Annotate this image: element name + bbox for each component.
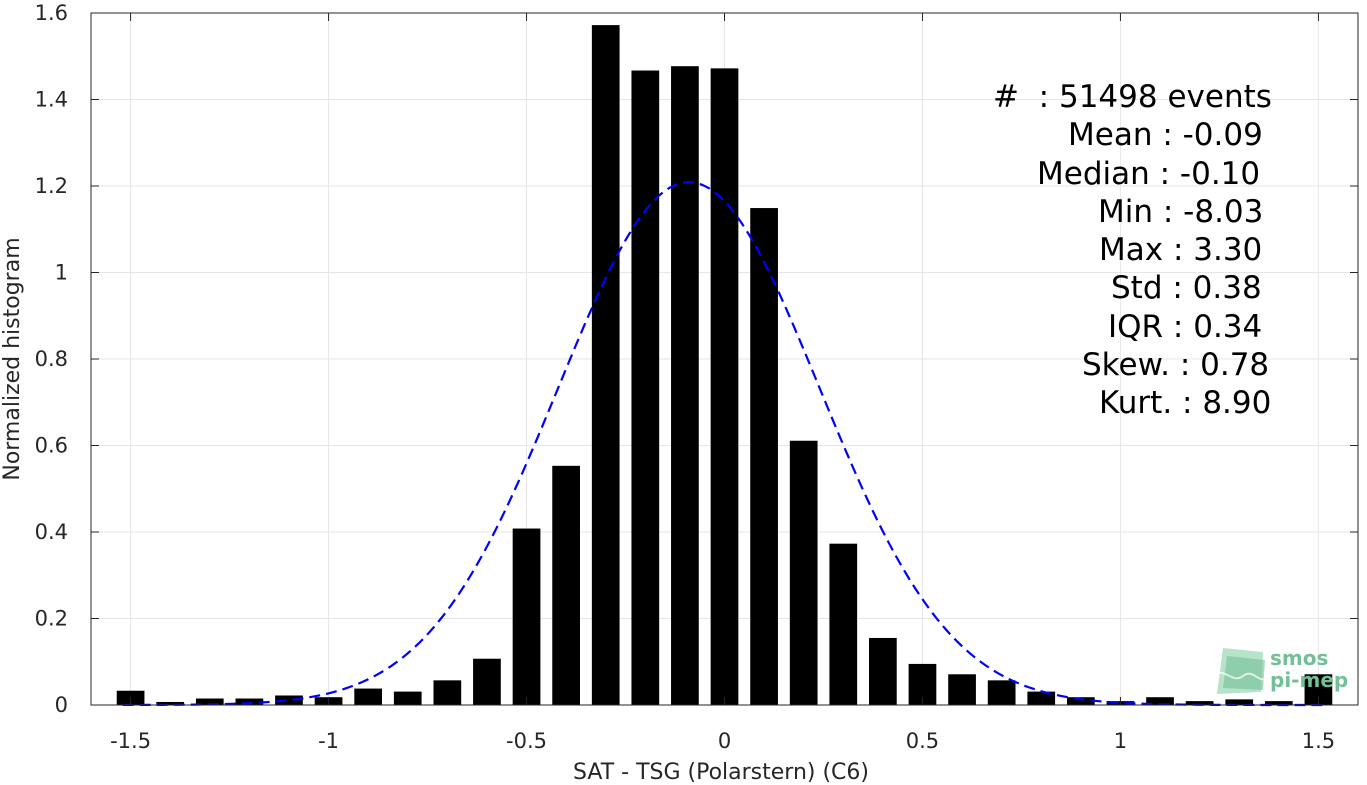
y-tick-label: 0.4 [35, 520, 68, 544]
histogram-bar [1264, 701, 1293, 705]
x-tick-label: 0.5 [906, 729, 939, 753]
histogram-bar [591, 25, 620, 706]
histogram-bar [948, 674, 976, 705]
logo-text-smos: smos [1270, 646, 1329, 670]
histogram-bar [552, 465, 580, 705]
y-axis-ticks: 0 0.2 0.4 0.6 0.8 1 1.2 1.4 1.6 [35, 1, 1358, 717]
histogram-bar [829, 543, 858, 705]
histogram-bar [671, 66, 699, 705]
x-axis-ticks: -1.5 -1 -0.5 0 0.5 1 1.5 [110, 13, 1335, 753]
y-tick-label: 0.8 [35, 347, 68, 371]
x-tick-label: 1.5 [1302, 729, 1335, 753]
y-tick-label: 1.2 [35, 174, 68, 198]
x-tick-label: 0 [718, 729, 731, 753]
y-tick-label: 1.4 [35, 88, 68, 112]
y-tick-label: 1 [55, 261, 68, 285]
histogram-bar [789, 440, 818, 705]
stat-skew: Skew. : 0.78 [1082, 347, 1270, 384]
histogram-bar [1185, 701, 1214, 705]
histogram-bar [354, 688, 383, 705]
stat-count: # : 51498 events [993, 79, 1272, 115]
y-tick-label: 0 [55, 693, 68, 717]
histogram-bar [1027, 691, 1056, 705]
statistics-box: # : 51498 events Mean : -0.09 Median : -… [960, 78, 1280, 423]
histogram-bar [631, 70, 660, 705]
stat-mean: Mean : -0.09 [1068, 117, 1263, 154]
histogram-bar [393, 691, 422, 705]
logo-text-pi-mep: pi-mep [1270, 668, 1349, 692]
histogram-bar [750, 208, 778, 705]
y-tick-label: 0.2 [35, 607, 68, 631]
logo-wave-icon [1214, 648, 1268, 694]
histogram-bar [512, 528, 541, 705]
stat-iqr: IQR : 0.34 [1108, 308, 1263, 345]
stat-kurt: Kurt. : 8.90 [1099, 385, 1272, 422]
gaussian-fit-curve [122, 181, 1327, 707]
x-tick-label: -1.5 [110, 729, 151, 753]
histogram-bar [275, 695, 303, 705]
histogram-bar [987, 680, 1016, 705]
y-tick-label: 0.6 [35, 434, 68, 458]
smos-pi-mep-logo: smos pi-mep [1213, 644, 1353, 700]
histogram-bars [116, 25, 1333, 706]
histogram-bar [1146, 697, 1174, 705]
histogram-bar [1066, 697, 1095, 705]
x-tick-label: 1 [1114, 729, 1127, 753]
histogram-bar [1225, 699, 1254, 705]
stat-min: Min : -8.03 [1098, 193, 1264, 230]
histogram-bar [869, 637, 897, 705]
histogram-bar [710, 68, 739, 706]
y-axis-label: Normalized histogram [0, 237, 25, 480]
x-tick-label: -1 [318, 729, 339, 753]
histogram-bar [195, 698, 224, 705]
stat-max: Max : 3.30 [1099, 232, 1263, 269]
histogram-bar [235, 698, 264, 705]
x-axis-label: SAT - TSG (Polarstern) (C6) [573, 760, 869, 785]
stat-std: Std : 0.38 [1111, 270, 1262, 307]
histogram-bar [433, 680, 462, 705]
stat-median: Median : -0.10 [1037, 155, 1261, 192]
x-tick-label: -0.5 [506, 729, 547, 753]
histogram-bar [156, 701, 185, 705]
y-tick-label: 1.6 [35, 1, 68, 25]
histogram-bar [473, 658, 501, 705]
